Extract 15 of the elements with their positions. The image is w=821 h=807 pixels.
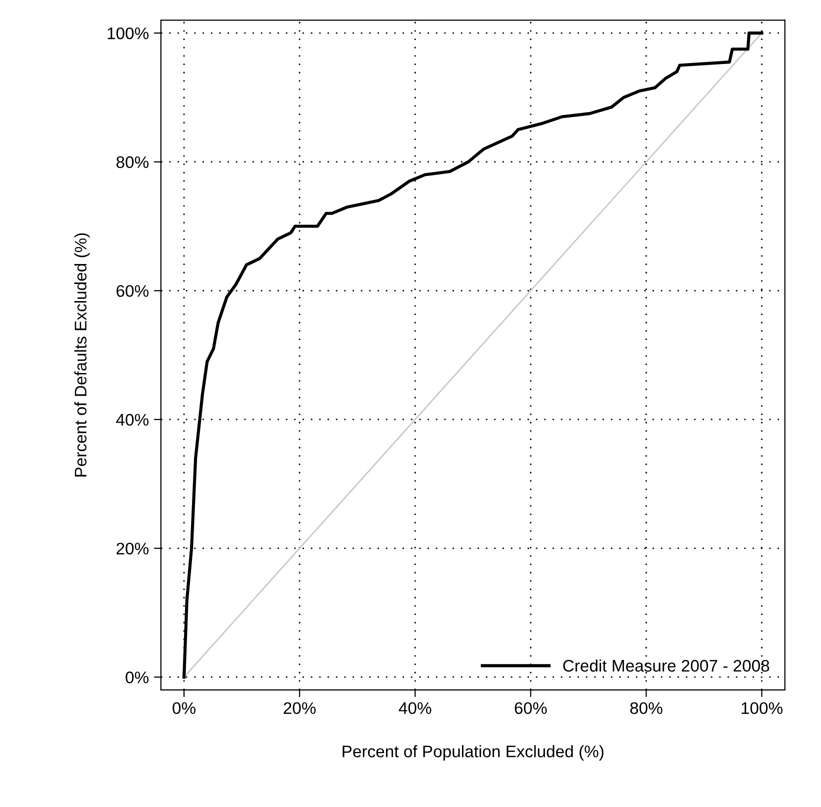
y-tick-label: 100% bbox=[108, 27, 149, 40]
y-tick-label: 0% bbox=[126, 672, 149, 684]
y-tick-label: 20% bbox=[116, 542, 149, 554]
x-tick-label: 20% bbox=[284, 702, 316, 714]
x-tick-label: 80% bbox=[630, 702, 662, 714]
x-axis-title: Percent of Population Excluded (%) bbox=[342, 745, 604, 761]
y-tick-label: 60% bbox=[116, 285, 149, 297]
y-axis-title: Percent of Defaults Excluded (%) bbox=[74, 233, 90, 476]
x-tick-label: 60% bbox=[514, 702, 547, 714]
x-tick-label: 40% bbox=[398, 702, 432, 714]
y-tick-label: 80% bbox=[116, 156, 149, 168]
x-tick-label: 0% bbox=[172, 702, 196, 714]
y-tick-label: 40% bbox=[116, 414, 149, 426]
x-tick-label: 100% bbox=[742, 702, 782, 714]
legend-label: Credit Measure 2007 - 2008 bbox=[563, 659, 770, 672]
